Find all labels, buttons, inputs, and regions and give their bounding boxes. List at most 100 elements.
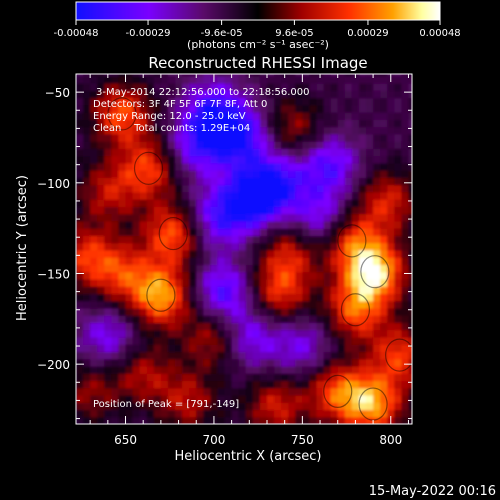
image-pixel xyxy=(387,199,395,207)
image-pixel xyxy=(132,75,141,84)
image-pixel xyxy=(182,170,190,178)
image-pixel xyxy=(203,278,211,287)
image-pixel xyxy=(351,141,360,149)
image-pixel xyxy=(281,271,289,280)
image-pixel xyxy=(111,104,120,113)
image-pixel xyxy=(337,336,346,345)
image-pixel xyxy=(302,271,311,280)
image-pixel xyxy=(189,344,197,353)
image-pixel xyxy=(295,315,303,324)
image-pixel xyxy=(118,220,127,229)
image-pixel xyxy=(189,206,197,215)
image-pixel xyxy=(351,191,360,200)
image-pixel xyxy=(358,104,367,113)
image-pixel xyxy=(203,286,211,295)
image-pixel xyxy=(238,228,247,236)
image-pixel xyxy=(175,155,183,164)
image-pixel xyxy=(111,329,120,338)
image-pixel xyxy=(358,344,367,353)
colorbar-tick-label: -0.00029 xyxy=(126,28,171,39)
image-pixel xyxy=(401,148,410,157)
image-pixel xyxy=(189,199,197,207)
image-pixel xyxy=(210,365,219,374)
image-pixel xyxy=(118,148,127,157)
image-pixel xyxy=(401,228,410,236)
image-pixel xyxy=(203,126,211,135)
image-pixel xyxy=(125,213,134,222)
image-pixel xyxy=(97,206,105,215)
image-pixel xyxy=(245,373,254,382)
image-pixel xyxy=(224,257,233,266)
image-pixel xyxy=(344,329,353,338)
image-pixel xyxy=(380,242,388,251)
image-pixel xyxy=(252,358,261,367)
image-pixel xyxy=(111,74,120,77)
image-pixel xyxy=(316,141,325,149)
image-pixel xyxy=(160,409,169,418)
image-pixel xyxy=(281,387,289,396)
image-pixel xyxy=(139,322,148,331)
image-pixel xyxy=(351,300,360,309)
image-pixel xyxy=(274,112,282,120)
image-pixel xyxy=(203,387,211,396)
image-pixel xyxy=(153,74,162,77)
image-pixel xyxy=(373,83,381,91)
image-pixel xyxy=(90,307,98,316)
image-pixel xyxy=(288,75,296,84)
image-pixel xyxy=(153,191,162,200)
image-pixel xyxy=(153,83,162,91)
image-pixel xyxy=(302,148,311,157)
image-pixel xyxy=(252,315,261,324)
image-pixel xyxy=(189,329,197,338)
image-pixel xyxy=(238,286,247,295)
image-pixel xyxy=(288,358,296,367)
image-pixel xyxy=(394,119,402,128)
image-pixel xyxy=(380,380,388,389)
image-pixel xyxy=(97,373,105,382)
image-pixel xyxy=(394,380,402,389)
image-pixel xyxy=(97,220,105,229)
image-pixel xyxy=(351,365,360,374)
image-pixel xyxy=(224,329,233,338)
image-pixel xyxy=(344,83,353,91)
image-pixel xyxy=(259,373,268,382)
contour-ring xyxy=(107,97,137,131)
image-pixel xyxy=(90,329,98,338)
image-pixel xyxy=(118,344,127,353)
image-pixel xyxy=(266,141,275,149)
image-pixel xyxy=(231,213,240,222)
image-pixel xyxy=(76,307,84,316)
image-pixel xyxy=(153,126,162,135)
image-pixel xyxy=(118,278,127,287)
image-pixel xyxy=(146,380,155,389)
image-pixel xyxy=(153,97,162,106)
image-pixel xyxy=(217,170,226,178)
image-pixel xyxy=(167,387,176,396)
image-pixel xyxy=(323,148,332,157)
image-pixel xyxy=(175,293,183,302)
image-pixel xyxy=(125,409,134,418)
image-pixel xyxy=(231,162,240,171)
image-pixel xyxy=(146,416,155,424)
image-pixel xyxy=(139,97,148,106)
image-pixel xyxy=(224,394,233,403)
image-pixel xyxy=(132,213,141,222)
image-pixel xyxy=(139,264,148,273)
image-pixel xyxy=(245,351,254,360)
image-pixel xyxy=(90,83,98,91)
image-pixel xyxy=(203,307,211,316)
image-pixel xyxy=(111,170,120,178)
image-pixel xyxy=(97,235,105,244)
image-pixel xyxy=(175,213,183,222)
image-pixel xyxy=(189,249,197,258)
image-pixel xyxy=(366,307,374,316)
image-pixel xyxy=(295,213,303,222)
image-pixel xyxy=(245,264,254,273)
image-pixel xyxy=(323,133,332,142)
image-pixel xyxy=(245,307,254,316)
image-pixel xyxy=(380,162,388,171)
image-pixel xyxy=(302,213,311,222)
image-pixel xyxy=(274,162,282,171)
image-pixel xyxy=(373,387,381,396)
image-pixel xyxy=(323,206,332,215)
